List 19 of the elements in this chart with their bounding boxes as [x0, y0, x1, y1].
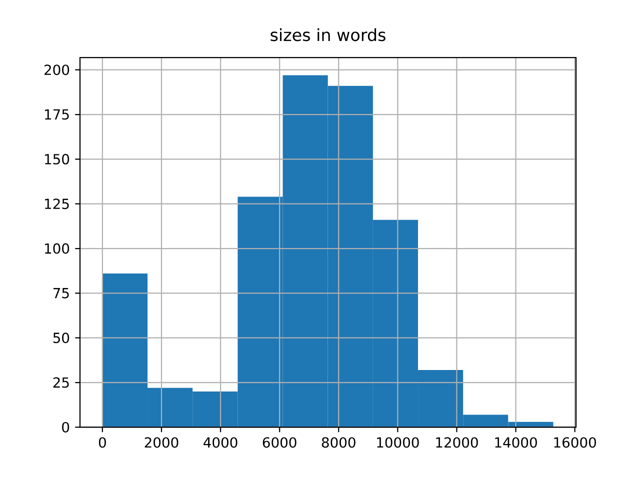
x-tick-label: 12000 — [436, 437, 478, 448]
chart-title: sizes in words — [270, 28, 386, 42]
y-tick-label: 175 — [45, 109, 69, 120]
x-tick-label: 6000 — [262, 437, 296, 448]
x-tick-label: 16000 — [554, 437, 596, 448]
y-tick-label: 150 — [45, 154, 70, 164]
x-tick-label: 2000 — [144, 437, 178, 448]
y-tick-label: 125 — [45, 198, 69, 210]
y-tick-label: 25 — [53, 377, 69, 388]
x-tick-label: 0 — [98, 437, 106, 448]
y-tick-label: 0 — [62, 422, 70, 432]
x-tick-label: 4000 — [204, 437, 238, 448]
y-tick-label: 200 — [44, 64, 70, 76]
y-tick-label: 100 — [45, 243, 70, 254]
x-tick-label: 10000 — [377, 437, 419, 448]
x-tick-label: 14000 — [495, 437, 537, 448]
y-tick-label: 50 — [53, 332, 70, 344]
x-tick-label: 8000 — [322, 437, 356, 448]
y-tick-label: 75 — [53, 288, 69, 298]
